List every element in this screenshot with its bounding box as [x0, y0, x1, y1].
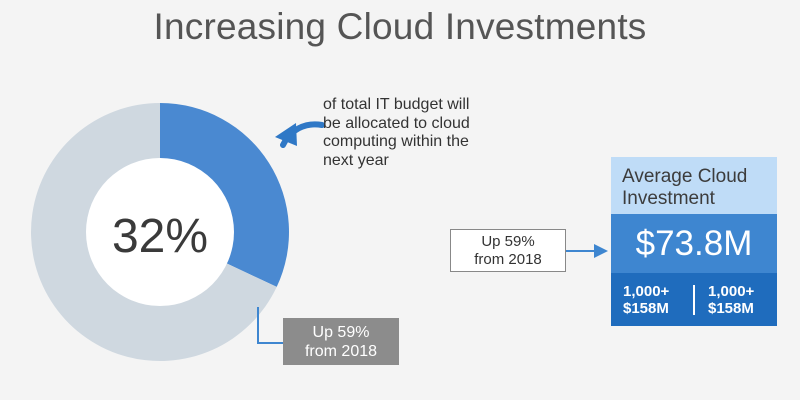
investment-card: Average Cloud Investment $73.8M 1,000+ $…	[611, 157, 777, 326]
growth-badge-grey: Up 59% from 2018	[283, 318, 399, 365]
grey-badge-connector	[257, 307, 283, 344]
curved-arrow-icon	[280, 121, 325, 148]
investment-card-heading-line1: Average Cloud	[622, 166, 748, 187]
growth-badge-white: Up 59% from 2018	[450, 229, 566, 272]
investment-card-heading: Average Cloud Investment	[611, 157, 777, 214]
budget-note: of total IT budget will be allocated to …	[323, 96, 470, 169]
footer-divider	[693, 285, 695, 315]
footer-stat-right-line2: $158M	[708, 300, 754, 317]
investment-card-value: $73.8M	[611, 214, 777, 273]
footer-stat-right: 1,000+ $158M	[708, 283, 754, 317]
growth-badge-grey-line2: from 2018	[304, 342, 378, 360]
footer-stat-left-line1: 1,000+	[623, 283, 670, 300]
donut-center-label: 32%	[112, 210, 208, 263]
investment-card-heading-line2: Investment	[622, 188, 715, 209]
footer-stat-right-line1: 1,000+	[708, 283, 755, 300]
card-arrow-head-icon	[594, 244, 608, 258]
footer-stat-left: 1,000+ $158M	[623, 283, 669, 317]
investment-card-footer: 1,000+ $158M 1,000+ $158M	[611, 273, 777, 326]
growth-badge-white-line2: from 2018	[474, 250, 542, 268]
growth-badge-grey-line1: Up 59%	[312, 323, 370, 341]
page-title: Increasing Cloud Investments	[153, 6, 647, 47]
curved-arrow-head-icon	[275, 123, 297, 146]
footer-stat-left-line2: $158M	[623, 300, 669, 317]
donut-hole	[86, 158, 234, 306]
growth-badge-white-line1: Up 59%	[481, 232, 535, 250]
